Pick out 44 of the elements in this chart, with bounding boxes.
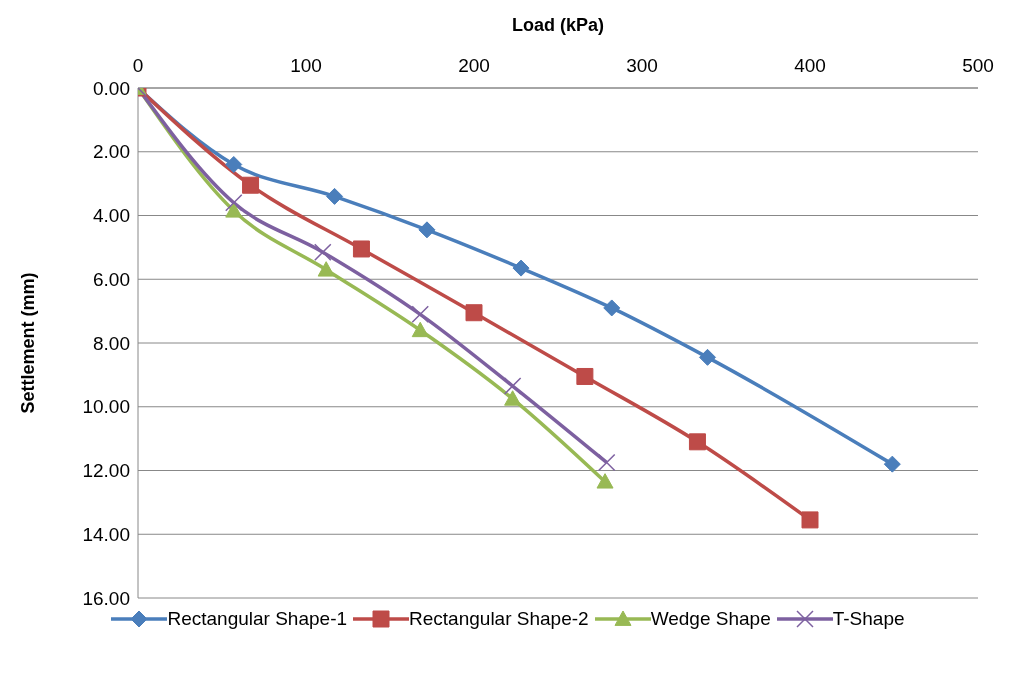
legend-label: T-Shape xyxy=(832,608,905,630)
point xyxy=(411,305,429,324)
y-tick-label: 4.00 xyxy=(93,205,130,227)
point xyxy=(225,202,243,218)
x-tick-label: 0 xyxy=(132,55,144,76)
point xyxy=(512,259,530,277)
x-tick-label: 200 xyxy=(458,55,490,76)
y-tick-label: 8.00 xyxy=(93,332,130,354)
point xyxy=(603,299,621,317)
x-tick-label: 100 xyxy=(290,55,322,76)
point xyxy=(418,221,436,239)
x-axis-title: Load (kPa) xyxy=(511,14,605,35)
y-tick-label: 2.00 xyxy=(93,141,130,163)
point xyxy=(801,511,819,529)
y-tick-label: 0.00 xyxy=(93,77,130,99)
point xyxy=(317,261,335,277)
y-tick-label: 14.00 xyxy=(82,523,130,545)
y-tick-label: 16.00 xyxy=(82,587,130,609)
point xyxy=(326,187,344,205)
y-axis-title: Settlement (mm) xyxy=(18,272,39,414)
point xyxy=(465,304,483,322)
point xyxy=(314,243,332,261)
legend-label: Rectangular Shape-1 xyxy=(167,608,348,630)
legend-label: Rectangular Shape-2 xyxy=(409,608,589,630)
point xyxy=(699,348,717,366)
x-tick-label: 500 xyxy=(962,55,994,76)
point xyxy=(352,240,370,258)
y-tick-label: 6.00 xyxy=(93,268,130,290)
point xyxy=(411,321,429,338)
legend-label: Wedge Shape xyxy=(650,608,771,630)
x-tick-label: 300 xyxy=(626,55,658,76)
point xyxy=(596,473,614,489)
point xyxy=(883,455,901,473)
point xyxy=(576,367,594,385)
point xyxy=(504,390,522,406)
point xyxy=(688,433,706,451)
y-tick-label: 12.00 xyxy=(82,460,130,482)
point xyxy=(242,176,260,194)
y-tick-label: 10.00 xyxy=(82,396,130,418)
point xyxy=(225,156,243,173)
point xyxy=(503,377,522,395)
point xyxy=(597,453,616,472)
point xyxy=(225,194,243,212)
x-tick-label: 400 xyxy=(794,55,826,76)
